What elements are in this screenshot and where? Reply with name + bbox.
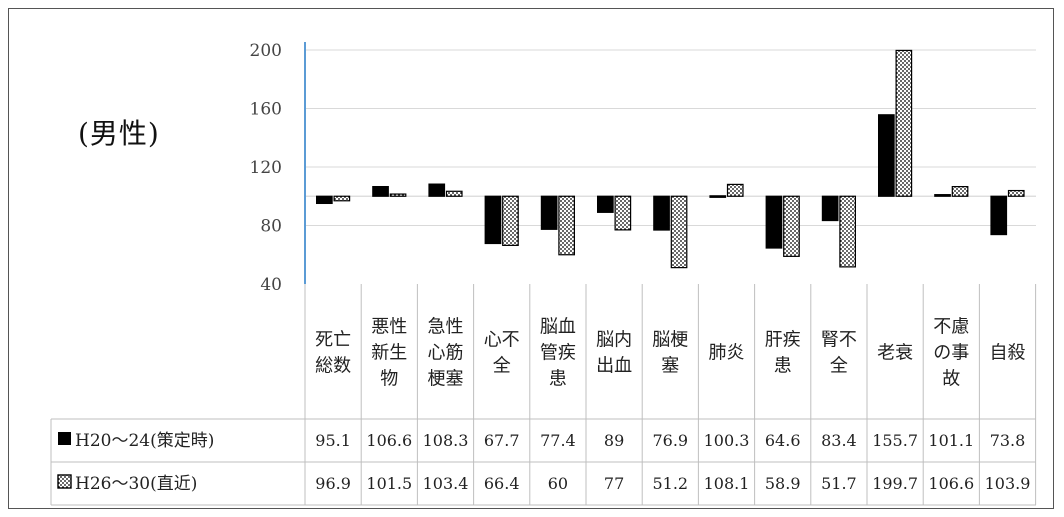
y-tick-label: 40 — [260, 275, 282, 295]
data-cell: 58.9 — [765, 474, 801, 493]
gender-label: (男性) — [78, 117, 160, 150]
bar-series1 — [316, 195, 333, 205]
y-tick-label: 200 — [250, 41, 282, 61]
data-cell: 199.7 — [872, 474, 918, 493]
category-label: 脳血 — [540, 317, 576, 338]
category-label: 肺炎 — [709, 343, 745, 364]
data-cell: 51.2 — [652, 474, 688, 493]
category-label: 心不 — [484, 330, 520, 351]
bar-series2 — [670, 195, 688, 269]
category-label: 全 — [830, 356, 848, 377]
bar-series1 — [596, 195, 614, 213]
category-label: 心筋 — [428, 343, 464, 364]
bar-series2 — [558, 195, 576, 256]
bar-series1 — [765, 195, 783, 249]
category-label: 患 — [549, 369, 567, 390]
data-cell: 83.4 — [821, 431, 857, 450]
bar-series2 — [895, 49, 913, 197]
bars — [316, 49, 1025, 269]
data-cell: 76.9 — [652, 431, 688, 450]
category-label: 出血 — [596, 356, 632, 377]
data-cell: 101.1 — [928, 431, 974, 450]
bar-series1 — [540, 195, 558, 230]
bar-series1 — [653, 195, 670, 231]
category-label: 管疾 — [540, 343, 576, 364]
data-cell: 51.7 — [821, 474, 857, 493]
category-label: 患 — [774, 356, 792, 377]
data-cell: 67.7 — [484, 431, 520, 450]
grid-lines — [305, 49, 1036, 226]
y-tick-label: 80 — [260, 217, 282, 237]
category-label: 総数 — [315, 356, 351, 377]
category-label: 脳内 — [596, 330, 632, 351]
category-label: 急性 — [428, 317, 464, 338]
bar-series2 — [614, 195, 632, 231]
data-cell: 155.7 — [872, 431, 918, 450]
bar-series1 — [484, 195, 502, 245]
category-label: の事 — [933, 343, 969, 364]
bar-series2 — [783, 195, 800, 257]
category-label: 死亡 — [315, 330, 351, 351]
data-cell: 108.3 — [423, 431, 469, 450]
bar-series1 — [428, 183, 446, 197]
bar-series1 — [709, 195, 727, 198]
bar-series1 — [877, 114, 895, 197]
category-label: 肝疾 — [765, 330, 801, 351]
series-name: H20～24(策定時) — [75, 431, 214, 451]
data-cell: 106.6 — [366, 431, 412, 450]
bar-series1 — [821, 195, 839, 222]
bar-series1 — [934, 194, 951, 197]
bar-series2 — [839, 195, 857, 268]
data-cell: 77 — [604, 474, 624, 493]
bar-series2 — [1007, 189, 1025, 197]
data-cell: 103.4 — [423, 474, 469, 493]
bar-series2 — [502, 195, 519, 246]
axes: 40 80 120 160 200 — [250, 41, 306, 295]
data-cell: 66.4 — [484, 474, 520, 493]
data-cell: 96.9 — [315, 474, 351, 493]
bar-series2 — [389, 193, 407, 197]
category-label: 新生 — [371, 343, 407, 364]
y-tick-label: 160 — [250, 100, 282, 120]
data-cell: 77.4 — [540, 431, 576, 450]
category-label: 悪性 — [371, 317, 407, 338]
category-label: 塞 — [661, 356, 679, 377]
bar-series1 — [990, 195, 1008, 236]
data-cell: 101.5 — [366, 474, 412, 493]
category-label: 腎不 — [821, 330, 857, 351]
category-label: 脳梗 — [652, 330, 688, 351]
bar-series1 — [372, 185, 389, 197]
legend-key-series2 — [57, 474, 72, 489]
bar-series2 — [951, 185, 969, 197]
data-cell: 95.1 — [315, 431, 351, 450]
data-cell: 60 — [548, 474, 568, 493]
bar-series2 — [445, 190, 463, 197]
data-cell: 103.9 — [985, 474, 1031, 493]
category-label: 不慮 — [933, 317, 969, 338]
bar-series2 — [726, 183, 744, 197]
category-label: 故 — [942, 369, 960, 390]
data-cell: 73.8 — [990, 431, 1026, 450]
legend-key-series1 — [58, 432, 71, 445]
data-cell: 108.1 — [704, 474, 750, 493]
category-label: 全 — [493, 356, 511, 377]
chart-frame — [8, 8, 1054, 509]
y-tick-label: 120 — [250, 158, 282, 178]
series-name: H26～30(直近) — [75, 474, 197, 494]
bar-series2 — [333, 195, 351, 202]
category-label: 自殺 — [990, 343, 1026, 364]
data-cell: 106.6 — [928, 474, 974, 493]
data-cell: 100.3 — [704, 431, 750, 450]
category-label: 梗塞 — [428, 369, 464, 390]
category-label: 老衰 — [877, 343, 913, 364]
data-cell: 89 — [604, 431, 624, 450]
category-label: 物 — [380, 369, 398, 390]
data-cell: 64.6 — [765, 431, 801, 450]
